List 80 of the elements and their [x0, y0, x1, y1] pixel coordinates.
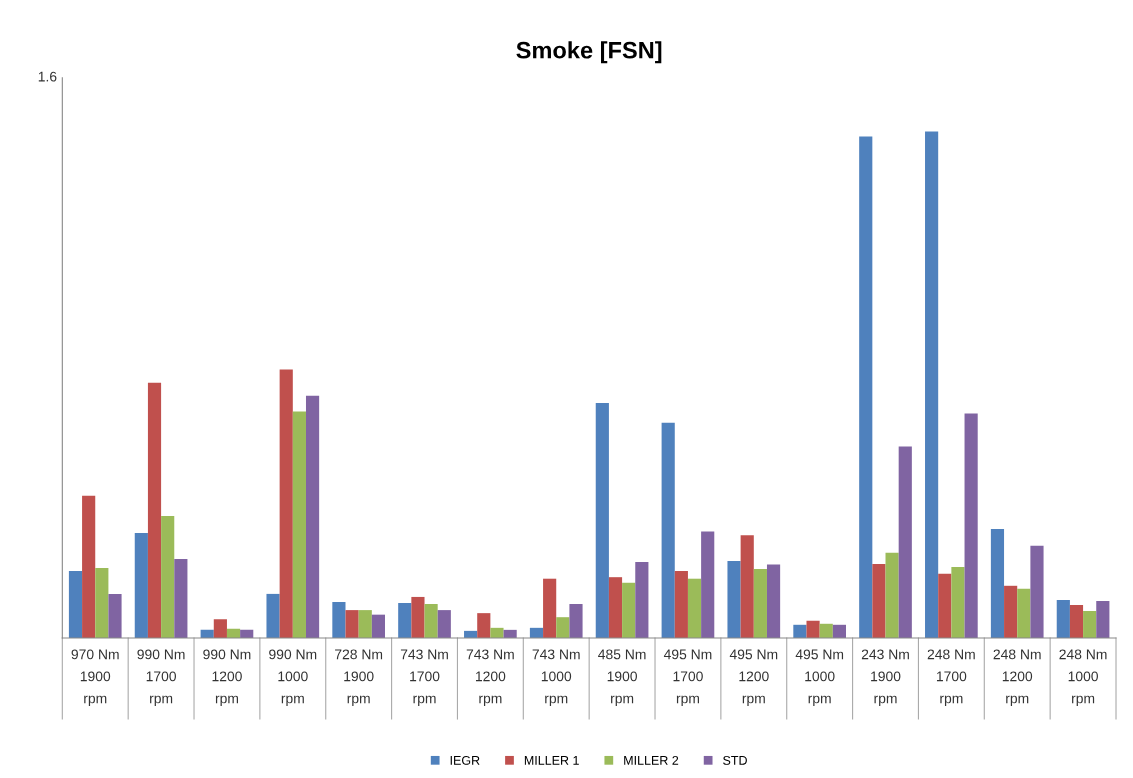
x-tick-label: 248 Nm 1700 rpm: [927, 649, 975, 707]
bar: [398, 603, 412, 638]
legend-label: MILLER 1: [524, 756, 579, 765]
text: 1.6: [38, 71, 57, 82]
bar: [213, 619, 227, 638]
bar: [411, 596, 425, 638]
bar: [1096, 600, 1110, 638]
bar: [543, 578, 557, 638]
bar: [490, 627, 504, 638]
x-tick-label: 248 Nm 1000 rpm: [1059, 649, 1107, 707]
bar: [727, 560, 741, 638]
bar: [635, 561, 649, 638]
legend-label: STD: [723, 755, 747, 765]
bar: [701, 531, 715, 638]
bar: [279, 369, 293, 638]
bar: [371, 614, 386, 638]
bar: [766, 564, 781, 638]
bar: [1083, 611, 1097, 638]
bar: [108, 593, 122, 638]
x-tick-label: 990 Nm 1000 rpm: [269, 649, 317, 707]
bar: [806, 620, 820, 638]
bar: [332, 602, 346, 638]
bar: [266, 593, 280, 638]
bar: [437, 610, 451, 638]
bar: [134, 533, 148, 638]
bar: [1069, 605, 1084, 638]
bar: [292, 411, 306, 638]
bar: [964, 413, 978, 638]
bar: [885, 552, 899, 638]
bar: [687, 578, 702, 638]
bar: [569, 604, 583, 638]
bar: [556, 617, 570, 638]
bar: [819, 623, 833, 638]
bar: [753, 569, 767, 638]
x-tick-label: 743 Nm 1200 rpm: [466, 649, 514, 707]
bar: [674, 571, 688, 638]
x-tick-label: 248 Nm 1200 rpm: [993, 649, 1041, 707]
x-tick-label: 728 Nm 1900 rpm: [335, 649, 383, 707]
bar: [608, 577, 623, 638]
bar: [740, 535, 754, 638]
bar: [898, 446, 912, 638]
bar: [595, 402, 609, 638]
bar: [661, 422, 675, 638]
bar: [951, 567, 965, 638]
x-tick-label: 243 Nm 1900 rpm: [861, 649, 909, 707]
x-tick-label: 970 Nm 1900 rpm: [71, 649, 119, 707]
bar: [859, 136, 873, 638]
bar: [82, 495, 96, 638]
legend-label: MILLER 2: [624, 755, 679, 765]
x-tick-label: 990 Nm 1700 rpm: [137, 649, 185, 707]
bar: [147, 382, 162, 638]
bar: [174, 558, 188, 638]
x-tick-label: 743 Nm 1000 rpm: [532, 649, 580, 707]
bar: [832, 624, 846, 638]
bar: [990, 529, 1005, 638]
bar: [925, 131, 939, 638]
bar: [305, 395, 320, 638]
bar: [68, 571, 83, 638]
bar: [1004, 585, 1018, 638]
x-tick-label: 485 Nm 1900 rpm: [598, 649, 646, 707]
bar: [793, 624, 807, 638]
bar: [1017, 588, 1031, 638]
bar: [1056, 599, 1070, 638]
bar: [872, 564, 886, 638]
legend-label: IEGR: [450, 755, 480, 765]
bar: [424, 604, 438, 638]
bar: [95, 568, 109, 638]
x-tick-label: 495 Nm 1700 rpm: [663, 649, 712, 707]
bar: [1030, 545, 1044, 638]
x-tick-label: 495 Nm 1000 rpm: [795, 649, 844, 707]
bar: [345, 610, 359, 638]
x-tick-label: 990 Nm 1200 rpm: [203, 649, 251, 707]
chart-title: Smoke [FSN]: [516, 41, 662, 64]
bar: [477, 613, 491, 638]
x-tick-label: 743 Nm 1700 rpm: [400, 649, 448, 707]
bar: [938, 573, 952, 638]
bar: [622, 582, 636, 638]
x-tick-label: 495 Nm 1200 rpm: [729, 649, 778, 707]
bar: [358, 610, 372, 638]
bar: [161, 515, 175, 638]
